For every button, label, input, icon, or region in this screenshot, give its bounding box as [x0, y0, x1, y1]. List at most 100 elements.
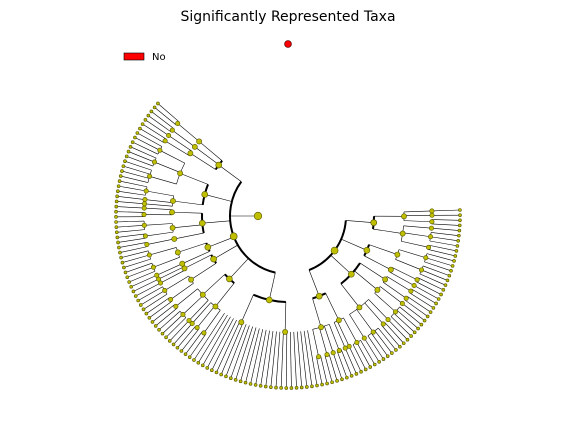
branch-line: [174, 232, 204, 240]
taxon-node: [429, 208, 435, 214]
branch-line: [419, 273, 446, 286]
taxon-node: [158, 280, 164, 286]
taxon-node: [149, 109, 154, 114]
branch-line: [158, 311, 181, 331]
taxon-node: [431, 306, 436, 310]
branch-line: [384, 322, 404, 344]
branch-line: [116, 201, 145, 205]
taxon-node: [422, 318, 427, 323]
taxon-node: [146, 113, 151, 118]
taxon-node: [123, 159, 127, 164]
branch-line: [360, 340, 375, 365]
taxon-node: [325, 381, 329, 386]
branch-line: [402, 303, 425, 321]
branch-line: [290, 331, 292, 388]
taxon-node: [114, 199, 119, 204]
taxon-node: [284, 386, 289, 390]
branch-line: [411, 288, 437, 304]
branch-line: [132, 141, 159, 155]
branch-line: [393, 313, 415, 333]
taxon-node: [126, 149, 131, 154]
taxon-node: [210, 255, 217, 263]
branch-line: [348, 346, 362, 372]
branch-line: [431, 209, 460, 212]
taxon-node: [409, 334, 413, 338]
taxon-node: [162, 138, 168, 144]
branch-line: [337, 320, 350, 347]
taxon-node: [316, 354, 322, 360]
branch-line: [378, 327, 397, 351]
taxon-node: [354, 372, 359, 376]
branch-line: [121, 250, 149, 258]
branch-line: [367, 335, 384, 360]
taxon-node: [385, 317, 391, 323]
branch-line: [180, 173, 209, 185]
taxon-node: [150, 264, 156, 270]
taxon-node: [238, 319, 245, 326]
branch-line: [413, 285, 439, 300]
branch-line: [220, 322, 244, 375]
taxon-node: [458, 208, 462, 212]
branch-line: [164, 275, 189, 291]
branch-line: [145, 231, 174, 237]
branch-line: [173, 323, 193, 345]
branch-line: [425, 257, 453, 267]
taxon-node: [243, 380, 248, 385]
taxon-node: [349, 373, 354, 378]
branch-line: [372, 228, 403, 234]
branch-line: [116, 220, 145, 223]
branch-line: [398, 249, 426, 259]
branch-line: [354, 270, 378, 291]
taxon-node: [123, 270, 128, 275]
branch-line: [241, 294, 254, 323]
taxon-node: [122, 265, 126, 270]
branch-line: [395, 259, 422, 271]
branch-line: [189, 333, 206, 358]
branch-line: [164, 140, 190, 156]
taxon-node: [187, 355, 192, 359]
branch-line: [216, 321, 241, 373]
taxon-node: [121, 164, 126, 168]
branch-line: [424, 261, 452, 272]
taxon-node: [114, 220, 118, 224]
branch-line: [379, 286, 403, 304]
branch-line: [165, 317, 187, 338]
taxon-node: [154, 272, 160, 278]
taxon-node: [201, 330, 207, 336]
branch-line: [177, 123, 200, 142]
branch-line: [332, 352, 343, 380]
branch-line: [146, 190, 174, 197]
taxon-node: [419, 322, 424, 327]
branch-line: [431, 219, 460, 221]
taxon-node: [434, 301, 438, 306]
taxon-node: [370, 219, 378, 226]
branch-line: [303, 330, 313, 387]
taxon-node: [179, 349, 184, 353]
branch-line: [182, 251, 210, 264]
taxon-node: [320, 382, 324, 387]
taxon-node: [279, 386, 283, 390]
taxon-node: [274, 385, 278, 390]
taxon-node: [401, 213, 407, 220]
branch-line: [191, 302, 212, 324]
branch-line: [324, 326, 334, 353]
taxon-node: [457, 223, 462, 228]
branch-line: [145, 119, 169, 136]
taxon-node: [335, 317, 342, 324]
taxon-node: [443, 283, 448, 287]
branch-line: [255, 329, 267, 385]
branch-line: [128, 151, 155, 163]
branch-line: [371, 333, 388, 357]
taxon-node: [445, 278, 450, 283]
taxon-node: [196, 360, 201, 365]
taxon-node: [361, 335, 367, 341]
branch-line: [343, 317, 358, 343]
branch-line: [356, 342, 371, 368]
taxon-node: [457, 233, 461, 238]
taxon-node: [175, 120, 181, 126]
taxon-node: [265, 296, 273, 304]
branch-line: [117, 190, 146, 196]
branch-line: [119, 246, 148, 253]
branch-line: [196, 305, 216, 328]
branch-line: [250, 329, 264, 384]
